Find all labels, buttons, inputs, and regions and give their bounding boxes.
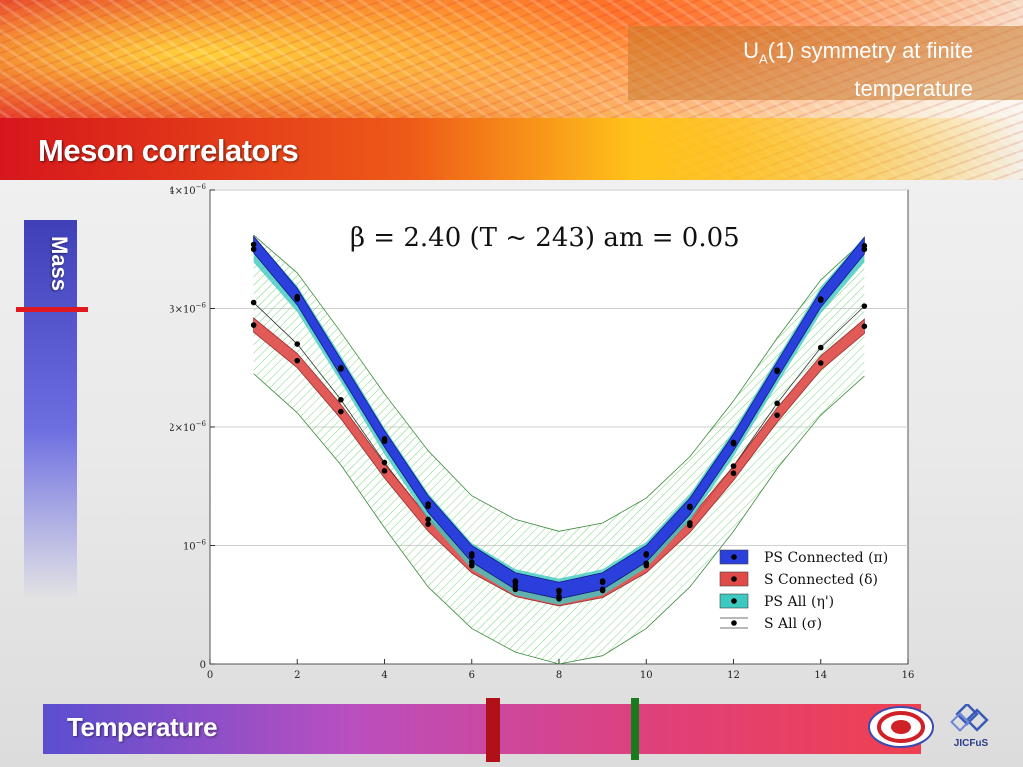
y-ticks: 0 10−6 2×10−6 3×10−6 4×10−6	[170, 183, 215, 671]
correlator-chart: 0 2 4 6 8 10 12 14 16 0 10−6 2×10−6 3×10−6 4×10−6 β …	[170, 182, 920, 687]
slide-subtitle: UA(1) symmetry at finite temperature	[643, 36, 973, 104]
chart-svg: 0 2 4 6 8 10 12 14 16 0 10−6 2×10−6 3×10−6 4×10−6 β …	[170, 183, 915, 681]
data-point-series-3	[512, 582, 519, 589]
temperature-marker-red	[486, 698, 500, 762]
data-point-series-1	[817, 360, 824, 366]
data-point-series-1	[425, 521, 431, 527]
data-point-series-2	[338, 366, 344, 372]
data-point-series-2	[468, 553, 475, 559]
subtitle-line1: (1) symmetry at finite	[767, 38, 973, 63]
x-tick-label: 2	[294, 670, 300, 681]
temperature-axis-bar	[43, 704, 921, 754]
section-title: Meson correlators	[38, 133, 299, 168]
data-point-series-0	[250, 241, 257, 248]
data-point-series-2	[730, 440, 737, 447]
data-point-series-1	[861, 323, 868, 330]
y-tick-label: 3×10−6	[170, 302, 207, 316]
legend-label: S All (σ)	[764, 616, 822, 632]
subtitle-line2: temperature	[854, 76, 973, 102]
data-point-series-3	[599, 586, 606, 593]
legend-marker	[731, 576, 737, 582]
data-points	[250, 241, 868, 602]
legend-marker	[731, 554, 737, 560]
data-point-series-3	[381, 459, 388, 466]
data-point-series-3	[861, 303, 868, 309]
data-point-series-2	[643, 552, 650, 558]
ps-connected-band	[253, 235, 865, 600]
legend-label: S Connected (δ)	[764, 572, 878, 588]
y-tick-label: 4×10−6	[170, 183, 207, 197]
data-point-series-3	[468, 559, 475, 565]
data-point-series-2	[556, 588, 562, 595]
data-point-series-1	[250, 322, 257, 328]
data-point-series-2	[294, 296, 301, 302]
section-bar	[0, 118, 1023, 180]
data-point-series-2	[381, 438, 388, 445]
data-point-series-1	[730, 470, 737, 477]
x-tick-label: 12	[727, 670, 740, 681]
x-tick-label: 8	[556, 670, 562, 681]
legend-marker	[731, 620, 737, 626]
x-tick-label: 4	[381, 670, 387, 681]
y-tick-label: 2×10−6	[170, 420, 207, 434]
data-point-series-2	[817, 297, 824, 304]
s-all-band-upper	[253, 234, 865, 532]
data-point-series-3	[730, 463, 737, 469]
legend-label: PS All (η')	[764, 594, 834, 610]
data-point-series-3	[338, 396, 344, 403]
subtitle-u: U	[743, 38, 759, 63]
institute-logo-icon	[868, 706, 934, 748]
x-tick-label: 6	[469, 670, 475, 681]
temperature-marker-green	[631, 698, 639, 760]
x-tick-label: 0	[207, 670, 213, 681]
y-tick-label: 0	[200, 660, 206, 671]
jicfus-logo-icon	[950, 704, 989, 732]
x-tick-label: 16	[902, 670, 915, 681]
data-point-series-3	[294, 341, 301, 347]
data-point-series-1	[338, 408, 344, 415]
data-point-series-2	[599, 579, 606, 586]
data-point-series-1	[381, 468, 388, 474]
mass-label: Mass	[47, 236, 72, 292]
subtitle-box	[628, 26, 1023, 100]
data-point-series-1	[774, 412, 780, 418]
subtitle-sub-a: A	[758, 51, 768, 67]
jicfus-logo-text: JICFuS	[953, 738, 989, 749]
data-point-series-3	[643, 560, 650, 567]
mass-marker	[16, 307, 88, 312]
chart-title: β = 2.40 (T ~ 243) am = 0.05	[350, 223, 740, 253]
data-point-series-2	[774, 368, 780, 375]
data-point-series-3	[425, 516, 431, 523]
temperature-label: Temperature	[67, 712, 218, 742]
x-tick-label: 14	[814, 670, 827, 681]
data-point-series-3	[250, 299, 257, 306]
x-ticks: 0 2 4 6 8 10 12 14 16	[207, 659, 915, 681]
data-point-series-1	[294, 357, 301, 364]
mass-axis-bar	[24, 220, 77, 600]
data-point-series-2	[425, 503, 431, 510]
x-tick-label: 10	[640, 670, 653, 681]
legend: PS Connected (π) S Connected (δ) PS All (η…	[719, 549, 888, 632]
data-point-series-3	[556, 593, 562, 600]
data-point-series-3	[817, 344, 824, 351]
legend-label: PS Connected (π)	[764, 550, 888, 566]
data-point-series-2	[250, 246, 257, 253]
data-point-series-2	[687, 504, 693, 511]
data-point-series-3	[774, 400, 780, 407]
data-point-series-2	[861, 246, 868, 253]
y-tick-label: 10−6	[183, 539, 207, 553]
legend-marker	[731, 598, 737, 604]
data-point-series-3	[687, 520, 693, 526]
